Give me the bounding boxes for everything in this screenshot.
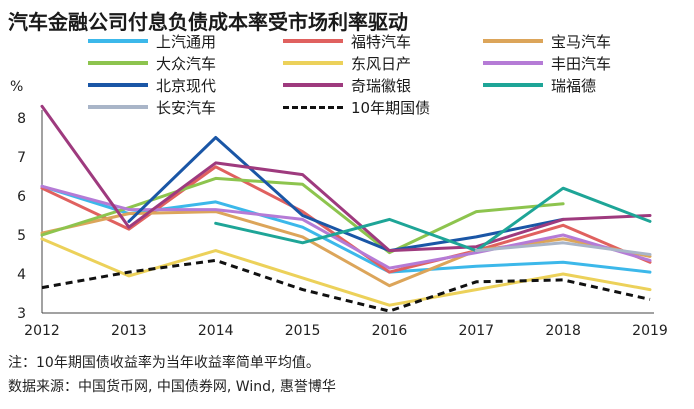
legend-item: 瑞福德: [483, 76, 597, 95]
legend-item: 大众汽车: [88, 54, 217, 73]
x-tick-label: 2017: [458, 323, 494, 339]
legend-item: 10年期国债: [283, 98, 431, 117]
legend-label: 瑞福德: [551, 76, 597, 95]
legend-item: 长安汽车: [88, 98, 217, 117]
legend-item: 丰田汽车: [483, 54, 612, 73]
legend-swatch: [88, 83, 148, 87]
x-tick-label: 2015: [285, 323, 321, 339]
x-tick-label: 2016: [372, 323, 408, 339]
series-line: [214, 186, 652, 253]
series-line: [40, 165, 652, 274]
series-line: [40, 104, 652, 253]
legend-label: 上汽通用: [156, 32, 217, 51]
series-line: [40, 176, 565, 255]
legend-item: 福特汽车: [283, 32, 412, 51]
legend-item: 上汽通用: [88, 32, 217, 51]
x-tick-label: 2014: [198, 323, 234, 339]
legend-label: 东风日产: [351, 54, 412, 73]
legend-item: 北京现代: [88, 76, 217, 95]
x-tick-label: 2012: [24, 323, 60, 339]
y-tick-label: 4: [17, 267, 26, 283]
legend-swatch: [283, 105, 343, 109]
y-tick-label: 5: [17, 228, 26, 244]
series-line: [40, 210, 652, 288]
series-line: [40, 184, 652, 274]
chart-source: 数据来源：中国货币网, 中国债券网, Wind, 惠誉博华: [8, 379, 336, 395]
legend-label: 长安汽车: [156, 98, 217, 117]
legend-label: 丰田汽车: [551, 54, 612, 73]
legend-swatch: [483, 61, 543, 65]
legend-swatch: [88, 39, 148, 43]
series-line: [41, 258, 651, 313]
legend-swatch: [283, 61, 343, 65]
y-tick-label: 8: [17, 111, 26, 127]
legend-label: 大众汽车: [156, 54, 217, 73]
legend-label: 福特汽车: [351, 32, 412, 51]
legend-label: 10年期国债: [351, 98, 431, 117]
series-line: [127, 136, 565, 253]
series-line: [40, 184, 652, 270]
legend-swatch: [283, 83, 343, 87]
legend-swatch: [483, 39, 543, 43]
legend-swatch: [88, 61, 148, 65]
legend-swatch: [483, 83, 543, 87]
y-tick-label: 6: [17, 189, 26, 205]
legend-swatch: [283, 39, 343, 43]
series-line: [474, 241, 652, 256]
x-tick-label: 2019: [632, 323, 668, 339]
legend-item: 宝马汽车: [483, 32, 612, 51]
y-tick-label: 3: [17, 306, 26, 322]
chart-series: [40, 104, 652, 313]
chart-legend: 上汽通用 福特汽车 宝马汽车大众汽车 东风日产 丰田汽车北京现代 奇瑞徽银 瑞福德长安汽车 1…: [88, 32, 688, 117]
chart-axes: [41, 110, 654, 314]
y-tick-label: 7: [17, 150, 26, 166]
y-axis-unit-label: %: [10, 79, 24, 95]
series-line: [40, 237, 652, 307]
x-tick-label: 2018: [545, 323, 581, 339]
legend-label: 奇瑞徽银: [351, 76, 412, 95]
legend-item: 奇瑞徽银: [283, 76, 412, 95]
legend-swatch: [88, 105, 148, 109]
legend-item: 东风日产: [283, 54, 412, 73]
legend-label: 宝马汽车: [551, 32, 612, 51]
chart-title: 汽车金融公司付息负债成本率受市场利率驱动: [8, 10, 408, 34]
chart-footnote: 注：10年期国债收益率为当年收益率简单平均值。: [8, 355, 320, 371]
legend-label: 北京现代: [156, 76, 217, 95]
x-tick-label: 2013: [111, 323, 147, 339]
chart-ticks: 3 4 5 6 7 8 2012 2013 2014 2015 2016 2017 2018 2019: [17, 111, 668, 339]
